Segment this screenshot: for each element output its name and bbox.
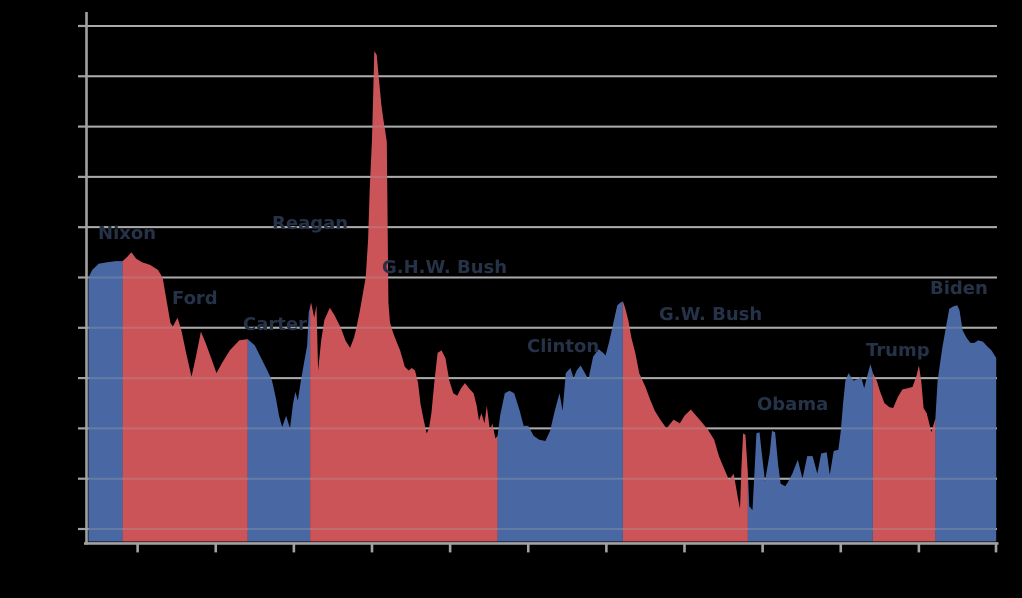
area-segment-republican-3 [310, 51, 498, 542]
area-segment-democratic-0 [88, 261, 123, 542]
area-segment-democratic-4 [497, 301, 623, 542]
area-segment-republican-7 [872, 365, 936, 542]
area-segment-republican-1 [122, 252, 248, 542]
area-segment-democratic-6 [747, 364, 873, 542]
area-segment-democratic-8 [935, 305, 997, 542]
area-segment-democratic-2 [247, 306, 311, 542]
area-segment-republican-5 [622, 301, 748, 542]
